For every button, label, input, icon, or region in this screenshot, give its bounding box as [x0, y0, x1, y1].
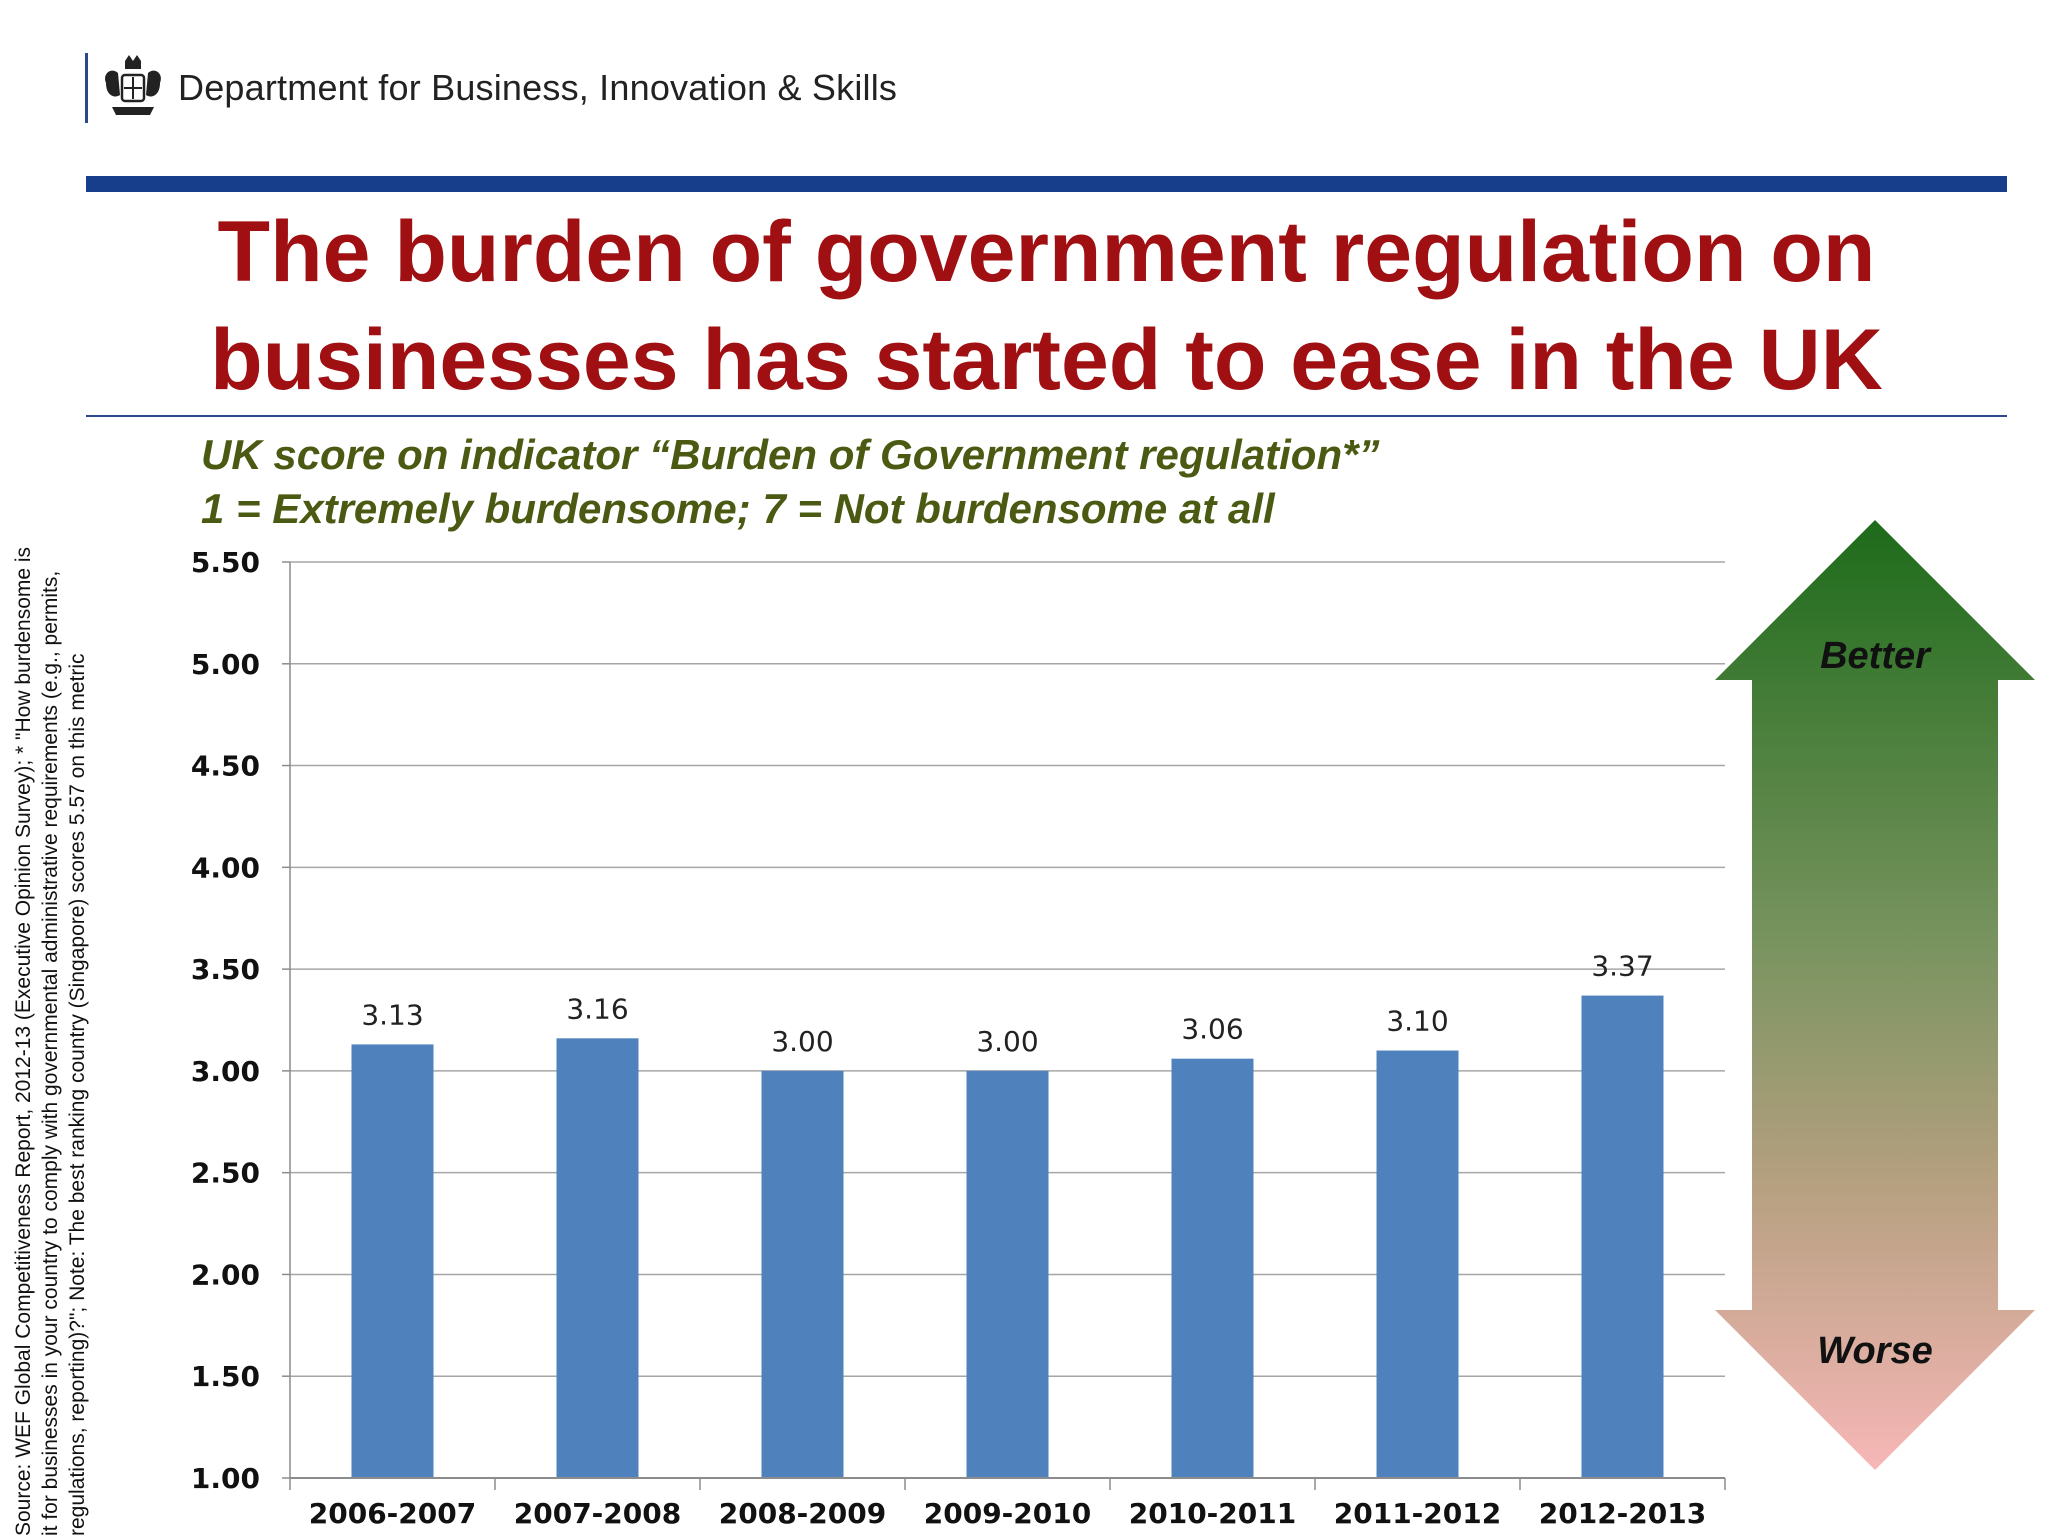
page-title: The burden of government regulation on b…	[86, 198, 2007, 414]
data-label: 3.37	[1591, 950, 1653, 983]
royal-coat-of-arms-icon	[105, 55, 161, 115]
worse-label: Worse	[1817, 1330, 1932, 1372]
better-label: Better	[1820, 635, 1932, 677]
x-tick-label: 2007-2008	[514, 1497, 681, 1530]
y-tick-label: 3.00	[191, 1055, 260, 1088]
bar	[1376, 1050, 1459, 1478]
data-label: 3.00	[771, 1025, 833, 1058]
header: Department for Business, Innovation & Sk…	[85, 53, 897, 123]
data-label: 3.00	[976, 1025, 1038, 1058]
x-tick-label: 2006-2007	[309, 1497, 476, 1530]
data-label: 3.06	[1181, 1013, 1243, 1046]
title-divider	[86, 415, 2007, 417]
title-line-2: businesses has started to ease in the UK	[210, 312, 1883, 408]
data-label: 3.16	[566, 992, 628, 1025]
y-tick-label: 5.00	[191, 648, 260, 681]
subtitle-line-2: 1 = Extremely burdensome; 7 = Not burden…	[201, 485, 1275, 532]
x-tick-label: 2011-2012	[1334, 1497, 1501, 1530]
better-worse-arrow: Better Worse	[1715, 520, 2035, 1470]
header-divider	[85, 53, 88, 123]
y-tick-label: 2.50	[191, 1157, 260, 1190]
bar	[556, 1038, 639, 1478]
y-tick-label: 3.50	[191, 953, 260, 986]
y-tick-label: 1.00	[191, 1462, 260, 1495]
y-tick-label: 5.50	[191, 546, 260, 579]
bar	[351, 1044, 434, 1478]
bar	[1171, 1058, 1254, 1478]
subtitle-line-1: UK score on indicator “Burden of Governm…	[201, 431, 1380, 478]
chart-subtitle: UK score on indicator “Burden of Governm…	[201, 428, 1379, 536]
double-arrow-icon	[1715, 520, 2035, 1470]
y-tick-label: 2.00	[191, 1258, 260, 1291]
data-label: 3.13	[361, 998, 423, 1031]
bar	[1581, 995, 1664, 1478]
title-line-1: The burden of government regulation on	[217, 204, 1876, 300]
y-tick-label: 4.50	[191, 750, 260, 783]
data-label: 3.10	[1386, 1005, 1448, 1038]
x-tick-label: 2009-2010	[924, 1497, 1091, 1530]
bar	[966, 1070, 1049, 1478]
bar	[761, 1070, 844, 1478]
x-tick-label: 2008-2009	[719, 1497, 886, 1530]
x-tick-label: 2012-2013	[1539, 1497, 1706, 1530]
x-tick-label: 2010-2011	[1129, 1497, 1296, 1530]
y-tick-label: 4.00	[191, 851, 260, 884]
department-name: Department for Business, Innovation & Sk…	[178, 67, 898, 108]
header-accent-bar	[86, 176, 2007, 192]
y-tick-label: 1.50	[191, 1360, 260, 1393]
